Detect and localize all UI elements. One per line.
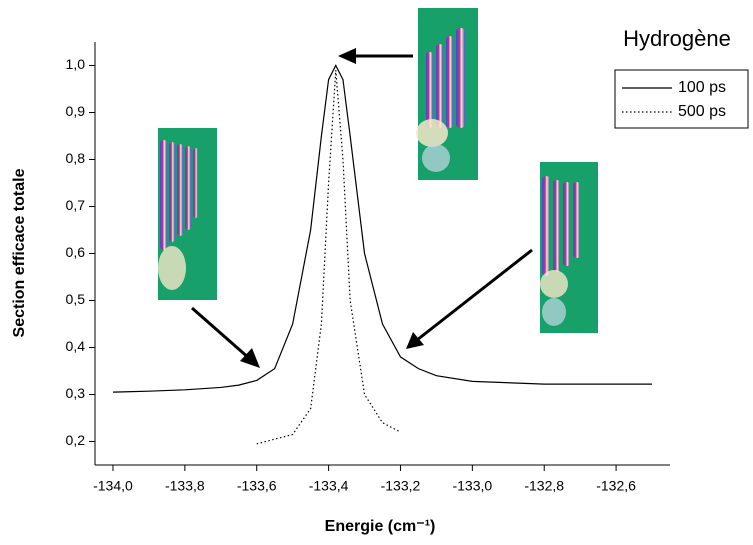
chart-title: Hydrogène [623,26,731,51]
arrow-head [240,348,260,368]
inset-image [416,8,478,180]
inset-image [158,128,217,300]
inset-image [540,162,598,333]
x-tick-label: -133,0 [452,478,492,494]
y-axis-label: Section efficace totale [11,168,28,337]
arrow-head [406,332,424,349]
y-tick-label: 0,6 [66,244,86,260]
y-tick-label: 0,3 [66,385,86,401]
y-tick-label: 0,2 [66,432,86,448]
x-tick-label: -132,8 [524,478,564,494]
legend-label: 100 ps [678,79,726,96]
legend-label: 500 ps [678,103,726,120]
series-line [112,64,653,393]
x-tick-label: -133,6 [237,478,277,494]
y-tick-label: 0,7 [66,197,86,213]
x-tick-label: -134,0 [93,478,133,494]
arrow [416,248,533,342]
legend-box [614,69,749,129]
x-tick-label: -132,6 [596,478,636,494]
y-tick-label: 0,4 [66,338,86,354]
x-tick-label: -133,8 [165,478,205,494]
arrows [191,48,533,368]
y-tick-label: 0,5 [66,291,86,307]
y-tick-label: 1,0 [66,56,86,72]
y-tick-label: 0,9 [66,103,86,119]
x-tick-label: -133,2 [381,478,421,494]
x-tick-label: -133,4 [309,478,349,494]
arrow [191,306,251,361]
inset-images [158,8,598,333]
series-line [256,70,401,445]
y-tick-label: 0,8 [66,150,86,166]
x-axis-label: Energie (cm⁻¹) [325,518,436,535]
arrow-head [338,48,356,64]
